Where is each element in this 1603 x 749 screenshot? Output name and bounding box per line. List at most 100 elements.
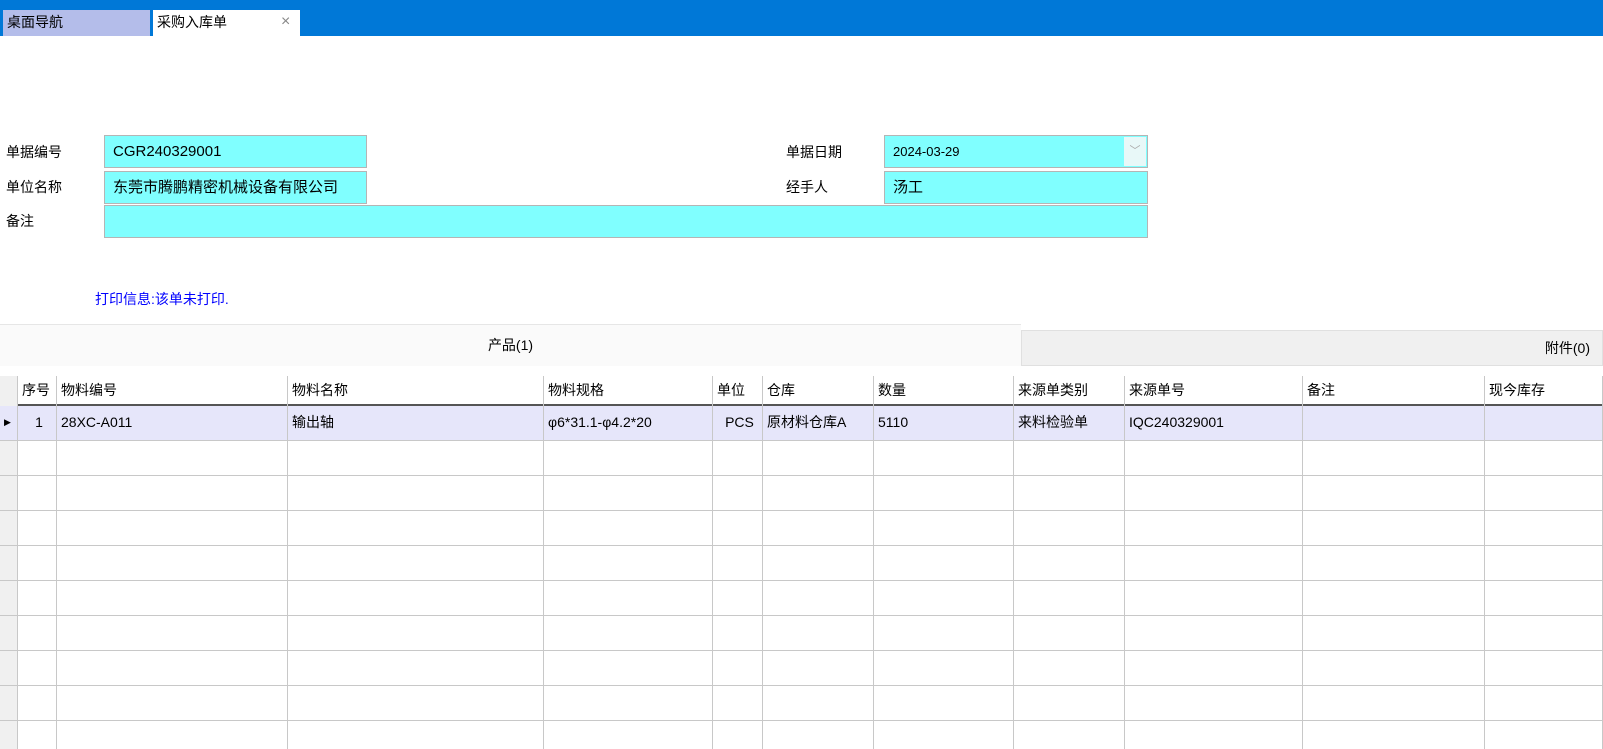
grid-cell[interactable] [1303, 476, 1485, 511]
grid-cell[interactable] [544, 476, 713, 511]
grid-header-row[interactable]: 序号 物料编号 物料名称 物料规格 单位 仓库 数量 来源单类别 来源单号 备注 现今库存 [0, 376, 1603, 406]
grid-cell[interactable] [1303, 651, 1485, 686]
grid-cell[interactable] [713, 721, 763, 749]
grid-cell[interactable] [288, 686, 544, 721]
column-header[interactable]: 仓库 [763, 376, 874, 406]
grid-cell[interactable] [1303, 406, 1485, 441]
grid-cell[interactable] [288, 581, 544, 616]
tab-desktop-nav[interactable]: 桌面导航 [3, 10, 150, 36]
grid-cell[interactable] [713, 686, 763, 721]
grid-cell[interactable] [763, 546, 874, 581]
grid-cell[interactable] [544, 546, 713, 581]
company-field[interactable]: 东莞市腾鹏精密机械设备有限公司 [104, 171, 367, 204]
grid-cell[interactable] [874, 441, 1014, 476]
grid-cell[interactable]: 输出轴 [288, 406, 544, 441]
row-header[interactable] [0, 686, 18, 721]
grid-cell[interactable] [1303, 546, 1485, 581]
grid-cell[interactable]: 来料检验单 [1014, 406, 1125, 441]
row-header[interactable] [0, 651, 18, 686]
column-header[interactable]: 序号 [18, 376, 57, 406]
grid-cell[interactable] [713, 511, 763, 546]
row-header[interactable] [0, 511, 18, 546]
grid-cell[interactable] [874, 651, 1014, 686]
row-header[interactable] [0, 616, 18, 651]
grid-cell[interactable] [1014, 686, 1125, 721]
empty-row[interactable] [0, 581, 1603, 616]
grid-cell[interactable] [1485, 581, 1603, 616]
grid-cell[interactable] [57, 686, 288, 721]
grid-cell[interactable] [288, 651, 544, 686]
grid-cell[interactable] [1014, 476, 1125, 511]
grid-cell[interactable] [1014, 581, 1125, 616]
grid-cell[interactable] [1485, 686, 1603, 721]
empty-row[interactable] [0, 721, 1603, 749]
grid-cell[interactable] [1125, 616, 1303, 651]
grid-cell[interactable] [763, 441, 874, 476]
grid-cell[interactable] [1485, 721, 1603, 749]
grid-cell[interactable] [1014, 721, 1125, 749]
grid-cell[interactable] [1014, 616, 1125, 651]
grid-cell[interactable] [1125, 581, 1303, 616]
grid-cell[interactable] [288, 511, 544, 546]
grid-cell[interactable] [18, 511, 57, 546]
grid-cell[interactable] [874, 616, 1014, 651]
grid-cell[interactable] [1014, 546, 1125, 581]
grid-cell[interactable] [544, 441, 713, 476]
row-header[interactable] [0, 546, 18, 581]
grid-cell[interactable] [544, 581, 713, 616]
grid-cell[interactable] [288, 476, 544, 511]
row-header[interactable] [0, 376, 18, 406]
grid-cell[interactable] [1125, 546, 1303, 581]
grid-cell[interactable] [713, 546, 763, 581]
grid-cell[interactable] [1485, 651, 1603, 686]
grid-cell[interactable] [713, 476, 763, 511]
grid-cell[interactable] [874, 581, 1014, 616]
column-header[interactable]: 物料编号 [57, 376, 288, 406]
grid-cell[interactable] [763, 616, 874, 651]
grid-cell[interactable] [874, 686, 1014, 721]
empty-row[interactable] [0, 616, 1603, 651]
grid-cell[interactable] [713, 581, 763, 616]
grid-cell[interactable] [763, 476, 874, 511]
doc-no-field[interactable]: CGR240329001 [104, 135, 367, 168]
grid-cell[interactable] [1125, 511, 1303, 546]
column-header[interactable]: 现今库存 [1485, 376, 1603, 406]
grid-cell[interactable] [57, 546, 288, 581]
grid-cell[interactable] [288, 616, 544, 651]
grid-cell[interactable]: 5110 [874, 406, 1014, 441]
grid-cell[interactable] [763, 581, 874, 616]
grid-cell[interactable] [1014, 511, 1125, 546]
grid-cell[interactable] [57, 511, 288, 546]
remark-field[interactable] [104, 205, 1148, 238]
row-header[interactable] [0, 581, 18, 616]
chevron-down-icon[interactable]: ﹀ [1124, 137, 1146, 166]
grid-cell[interactable] [1125, 651, 1303, 686]
grid-cell[interactable] [57, 441, 288, 476]
date-picker[interactable]: 2024-03-29 ﹀ [884, 135, 1148, 168]
grid-cell[interactable]: 1 [18, 406, 57, 441]
grid-cell[interactable]: φ6*31.1-φ4.2*20 [544, 406, 713, 441]
grid-cell[interactable] [1303, 721, 1485, 749]
grid-cell[interactable] [18, 651, 57, 686]
grid-cell[interactable] [544, 511, 713, 546]
column-header[interactable]: 物料规格 [544, 376, 713, 406]
grid-cell[interactable] [1485, 616, 1603, 651]
grid-cell[interactable]: 28XC-A011 [57, 406, 288, 441]
grid-cell[interactable] [544, 686, 713, 721]
grid-cell[interactable] [57, 581, 288, 616]
grid-cell[interactable] [18, 616, 57, 651]
grid-cell[interactable] [1303, 616, 1485, 651]
empty-row[interactable] [0, 686, 1603, 721]
grid-cell[interactable] [763, 686, 874, 721]
grid-cell[interactable] [713, 651, 763, 686]
grid-cell[interactable] [1485, 406, 1603, 441]
grid-cell[interactable] [1485, 546, 1603, 581]
grid-cell[interactable] [874, 546, 1014, 581]
empty-row[interactable] [0, 546, 1603, 581]
grid-cell[interactable] [874, 476, 1014, 511]
grid-cell[interactable] [18, 686, 57, 721]
grid-cell[interactable]: IQC240329001 [1125, 406, 1303, 441]
empty-row[interactable] [0, 651, 1603, 686]
grid-cell[interactable] [18, 441, 57, 476]
grid-cell[interactable] [57, 721, 288, 749]
